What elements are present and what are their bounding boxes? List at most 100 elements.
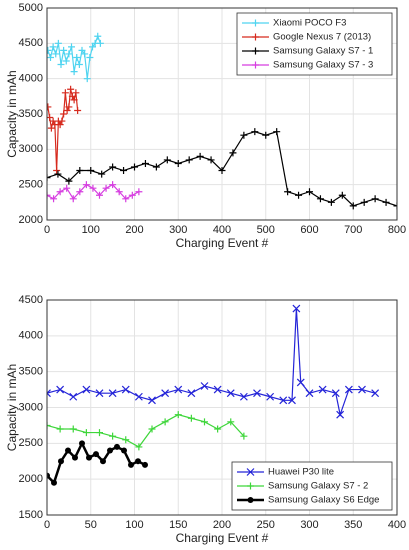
marker — [305, 389, 314, 398]
marker — [141, 159, 149, 167]
marker — [163, 156, 171, 164]
marker — [47, 53, 54, 61]
marker — [122, 436, 130, 444]
marker — [86, 53, 94, 61]
marker — [344, 385, 353, 394]
marker — [65, 103, 73, 111]
axes-box — [46, 7, 398, 221]
marker — [109, 163, 117, 171]
x-tick-label: 400 — [388, 519, 406, 531]
legend-marker — [247, 482, 254, 490]
marker — [68, 43, 75, 51]
marker — [107, 447, 113, 454]
marker — [67, 85, 75, 93]
y-tick-label: 2500 — [19, 437, 43, 449]
marker — [47, 389, 51, 398]
marker — [98, 170, 106, 178]
marker — [56, 121, 64, 129]
y-tick-label: 4000 — [19, 330, 43, 342]
legend-label: Xiaomi POCO F3 — [273, 18, 346, 29]
marker — [358, 385, 366, 394]
x-tick-label: 250 — [257, 519, 275, 531]
marker — [253, 389, 261, 398]
marker — [56, 385, 65, 394]
marker — [187, 414, 195, 422]
marker — [115, 188, 123, 196]
marker — [100, 458, 106, 465]
marker — [114, 443, 120, 450]
x-tick-label: 300 — [169, 224, 187, 236]
marker — [62, 57, 70, 65]
x-tick-label: 200 — [213, 519, 231, 531]
axes-box — [46, 299, 398, 516]
marker — [174, 159, 182, 167]
marker — [102, 184, 110, 192]
x-tick-label: 800 — [388, 224, 406, 236]
marker — [82, 181, 90, 189]
marker — [96, 429, 103, 437]
marker — [96, 39, 104, 47]
x-axis-label: Charging Event # — [176, 531, 269, 545]
marker — [47, 421, 51, 429]
legend-label: Samsung Galaxy S7 - 3 — [273, 60, 373, 71]
marker — [296, 378, 305, 387]
marker — [78, 46, 86, 54]
y-tick-label: 2000 — [19, 214, 43, 226]
marker — [61, 89, 69, 97]
marker — [65, 50, 73, 58]
marker — [47, 472, 50, 479]
y-tick-label: 3000 — [19, 401, 43, 413]
legend-label: Samsung Galaxy S7 - 1 — [273, 46, 373, 57]
y-tick-label: 3500 — [19, 108, 43, 120]
marker — [82, 429, 90, 437]
marker — [316, 195, 324, 203]
marker — [121, 385, 130, 394]
y-tick-label: 2000 — [19, 473, 43, 485]
marker — [196, 152, 204, 160]
marker — [47, 174, 51, 182]
legend-label: Huawei P30 lite — [268, 467, 334, 478]
marker — [95, 389, 104, 398]
marker — [56, 425, 64, 433]
marker — [240, 131, 248, 139]
x-tick-label: 150 — [169, 519, 187, 531]
marker — [57, 61, 65, 69]
legend: Huawei P30 lite Samsung Galaxy S7 - 2 Sams… — [231, 461, 393, 511]
x-tick-label: 50 — [85, 519, 97, 531]
y-tick-label: 3000 — [19, 143, 43, 155]
y-tick-label: 4500 — [19, 37, 43, 49]
chart: 0 50 100 150 200 250 300 350 400 1500 2000 2500 3000… — [5, 294, 406, 545]
marker — [60, 46, 68, 54]
marker — [109, 181, 117, 189]
marker — [58, 458, 64, 465]
x-tick-label: 0 — [44, 224, 50, 236]
marker — [128, 461, 134, 468]
y-axis-label: Capacity in mAh — [5, 70, 19, 157]
y-tick-label: 3500 — [19, 366, 43, 378]
chart: 0 100 200 300 400 500 600 700 800 2000 2500 3000 350… — [5, 2, 406, 250]
marker — [336, 410, 345, 419]
marker — [338, 191, 346, 199]
marker — [96, 191, 103, 199]
y-tick-label: 4500 — [19, 294, 43, 306]
series-group — [47, 304, 380, 486]
marker — [148, 425, 156, 433]
y-tick-label: 5000 — [19, 2, 43, 14]
marker — [70, 68, 78, 76]
marker — [185, 156, 193, 164]
marker — [87, 167, 95, 175]
marker — [201, 418, 208, 426]
marker — [75, 61, 83, 69]
marker — [266, 392, 275, 401]
series-line — [47, 414, 245, 448]
marker — [76, 167, 84, 175]
legend-label: Samsung Galaxy S7 - 2 — [268, 481, 368, 492]
marker — [49, 43, 57, 51]
y-tick-label: 4000 — [19, 73, 43, 85]
marker — [76, 188, 84, 196]
marker — [135, 458, 141, 465]
marker — [47, 46, 52, 54]
marker — [89, 43, 96, 51]
marker — [69, 425, 77, 433]
